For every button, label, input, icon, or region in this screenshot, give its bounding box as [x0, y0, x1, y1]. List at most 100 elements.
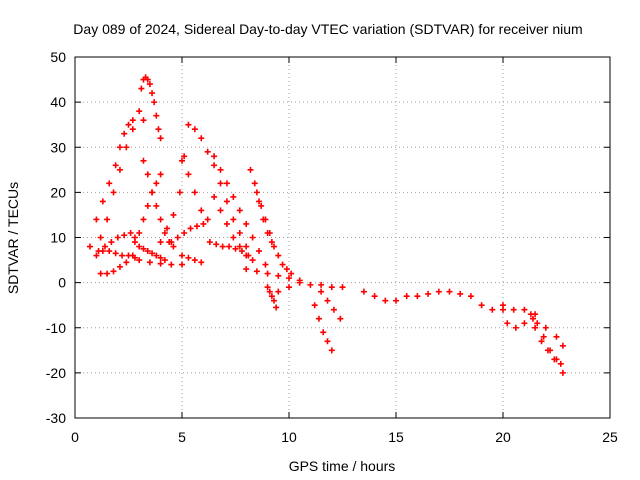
x-tick-label: 20 — [495, 429, 511, 445]
data-point — [236, 229, 243, 236]
data-point — [110, 268, 117, 275]
series-sat-10 — [136, 257, 185, 268]
data-point — [264, 270, 271, 277]
data-point — [217, 207, 224, 214]
x-tick-label: 10 — [281, 429, 297, 445]
data-point — [512, 324, 519, 331]
data-point — [140, 117, 147, 124]
y-tick-label: -30 — [46, 410, 66, 426]
data-point — [268, 239, 275, 246]
series-sat-12 — [179, 157, 211, 223]
data-point — [371, 293, 378, 300]
y-tick-label: -10 — [46, 320, 66, 336]
series-sat-09 — [131, 239, 168, 264]
data-point — [179, 261, 185, 268]
series-sat-13 — [168, 220, 207, 246]
plot-frame — [74, 56, 611, 419]
data-point — [198, 135, 205, 142]
x-tick-label: 15 — [388, 429, 404, 445]
y-tick-label: 0 — [58, 275, 66, 291]
data-point — [360, 288, 367, 295]
data-point — [116, 263, 123, 270]
data-point — [211, 153, 218, 160]
data-point — [170, 211, 177, 218]
series-sat-25 — [318, 288, 344, 322]
series-sat-14 — [179, 252, 205, 266]
x-tick-label: 0 — [71, 429, 79, 445]
data-point — [114, 234, 121, 241]
data-point — [238, 248, 245, 255]
grid-layer — [75, 57, 610, 418]
data-point — [136, 229, 143, 236]
series-sat-20 — [253, 189, 295, 277]
data-point — [223, 220, 230, 227]
data-point — [106, 180, 113, 187]
data-point — [318, 288, 325, 295]
data-point — [127, 229, 134, 236]
data-point — [247, 166, 254, 173]
series-sat-28 — [504, 315, 536, 331]
data-point — [191, 126, 198, 133]
series-sat-30 — [532, 324, 564, 367]
data-point — [425, 290, 432, 297]
data-point — [219, 243, 226, 250]
data-point — [138, 85, 145, 92]
data-point — [153, 180, 160, 187]
data-point — [527, 311, 534, 318]
data-point — [217, 166, 224, 173]
series-sat-03 — [138, 74, 164, 142]
data-point — [161, 257, 168, 264]
data-point — [168, 239, 175, 246]
series-sat-07 — [140, 157, 177, 250]
data-point — [339, 284, 346, 291]
tick-layer: 0 5 10 15 20 25 -30 -20 -10 0 10 20 30 40 50 — [46, 49, 618, 445]
series-sat-29 — [527, 311, 566, 376]
data-point — [268, 293, 275, 300]
data-point — [131, 254, 138, 261]
data-point — [521, 320, 528, 327]
data-point — [93, 252, 100, 259]
data-point — [279, 261, 286, 268]
data-point — [204, 216, 211, 223]
x-tick-label: 25 — [602, 429, 618, 445]
data-point — [136, 243, 143, 250]
data-point — [112, 250, 119, 257]
y-tick-label: 20 — [50, 184, 66, 200]
data-point — [144, 248, 151, 255]
data-point — [510, 306, 517, 313]
data-point — [185, 171, 192, 178]
data-point — [211, 193, 218, 200]
x-tick-label: 5 — [178, 429, 186, 445]
data-point — [140, 245, 147, 252]
data-point — [521, 306, 528, 313]
data-point — [457, 290, 464, 297]
y-tick-label: 40 — [50, 94, 66, 110]
data-point — [266, 288, 273, 295]
data-point — [146, 81, 153, 88]
data-point — [123, 259, 130, 266]
series-sat-23 — [275, 279, 346, 295]
data-point — [93, 216, 100, 223]
data-point — [330, 306, 337, 313]
data-point — [149, 90, 156, 97]
data-point — [99, 248, 106, 255]
data-point — [116, 144, 123, 151]
data-point — [149, 189, 156, 196]
data-point — [446, 288, 453, 295]
series-sat-15 — [185, 121, 250, 250]
data-point — [193, 223, 200, 230]
y-tick-label: 10 — [50, 230, 66, 246]
data-point — [243, 266, 250, 273]
data-point — [249, 234, 256, 241]
series-sat-21 — [243, 266, 303, 284]
series-sat-04 — [95, 229, 138, 255]
data-point — [123, 144, 130, 151]
data-point — [153, 252, 160, 259]
x-axis-label: GPS time / hours — [289, 458, 396, 474]
series-sat-02 — [97, 108, 147, 241]
data-point — [144, 171, 151, 178]
data-point — [324, 338, 331, 345]
series-sat-11 — [157, 153, 188, 246]
data-point — [129, 126, 136, 133]
data-point — [243, 243, 250, 250]
